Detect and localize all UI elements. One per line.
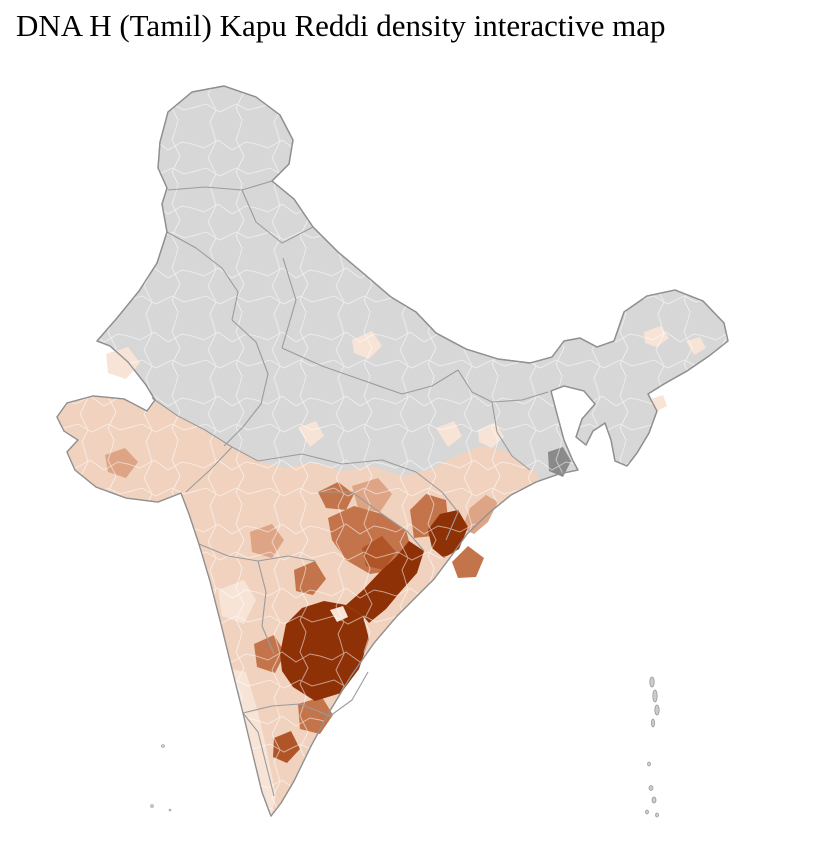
border-jharkhand-bengal: [491, 401, 531, 471]
page-title: DNA H (Tamil) Kapu Reddi density interac…: [16, 8, 666, 43]
border-odisha-west: [415, 471, 459, 541]
india-outline: [56, 85, 729, 817]
border-karnataka-andhra: [257, 560, 275, 655]
border-mp-south: [257, 453, 417, 473]
border-up-west: [281, 257, 297, 349]
border-rajasthan-east: [223, 319, 269, 447]
border-telangana-north: [318, 491, 425, 552]
border-gujarat-maharashtra: [185, 446, 233, 493]
border-himachal: [241, 189, 314, 244]
border-tamil-nadu-north: [242, 671, 369, 717]
border-kerala-tamil-nadu: [242, 712, 275, 797]
region-krishna-guntur[interactable]: [452, 546, 484, 578]
state-borders: [151, 180, 549, 797]
border-rajasthan-gujarat: [151, 397, 259, 462]
district-texture: [57, 86, 728, 816]
andaman-nicobar-islands[interactable]: [645, 676, 660, 818]
border-up-south: [281, 347, 459, 395]
border-punjab-haryana: [166, 231, 239, 321]
border-jammu-kashmir: [167, 180, 273, 191]
lakshadweep-islands[interactable]: [150, 744, 172, 812]
